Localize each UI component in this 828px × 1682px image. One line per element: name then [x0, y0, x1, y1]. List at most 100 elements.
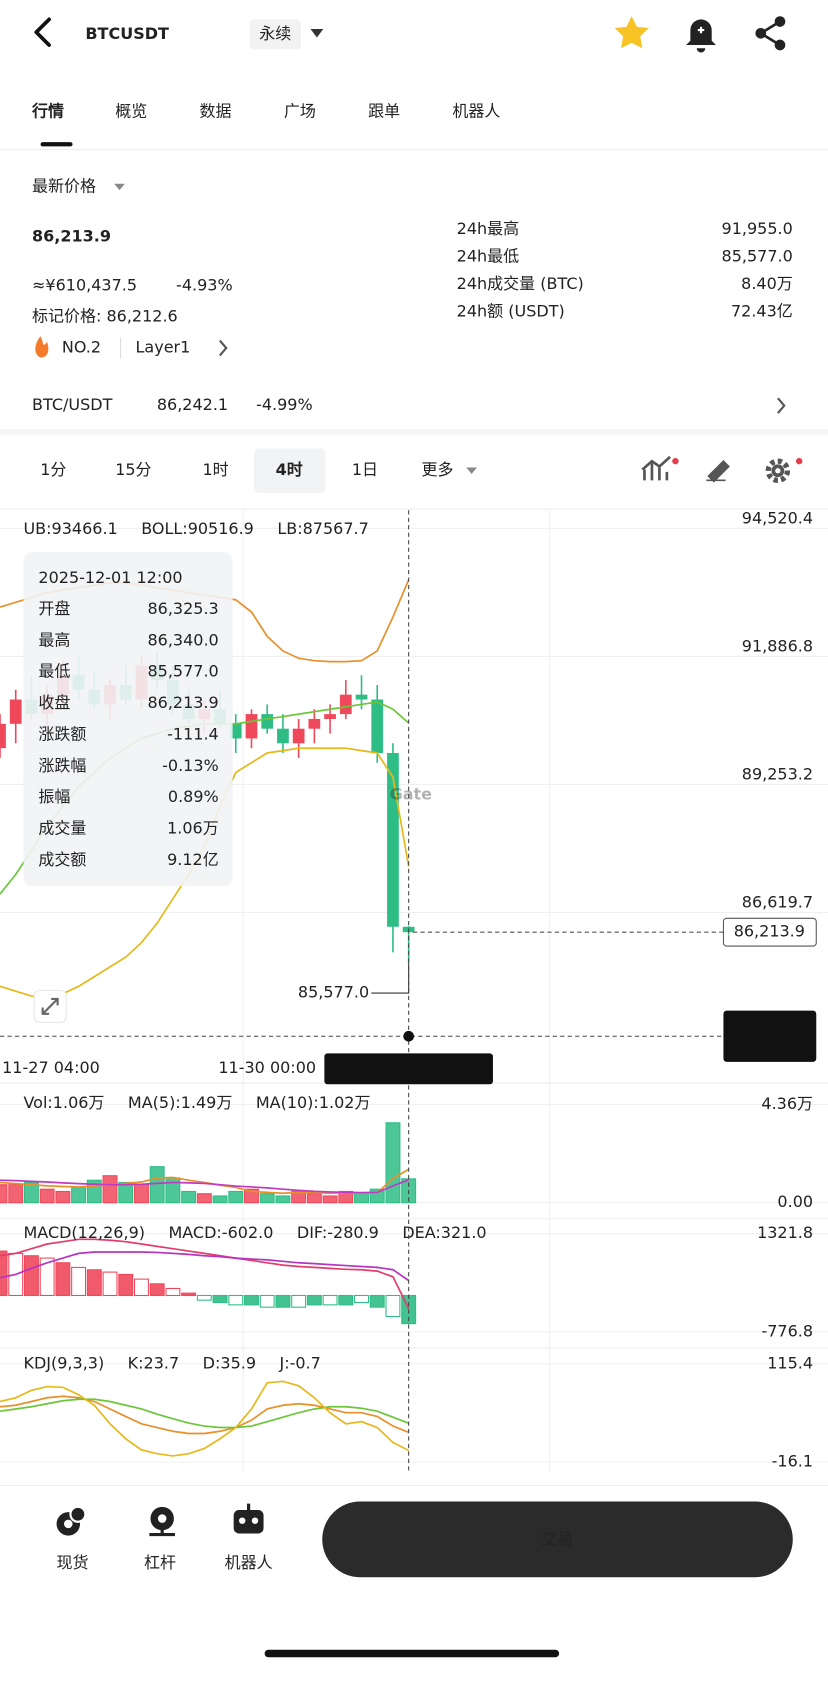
tab[interactable]: 数据 — [200, 102, 232, 121]
volume-bar — [275, 1195, 291, 1204]
candle-body — [339, 694, 352, 715]
favorite-star[interactable] — [614, 16, 649, 49]
more-dropdown[interactable] — [466, 467, 477, 474]
tooltip-value: 0.89% — [168, 787, 219, 806]
y-tick-label: 0.00 — [777, 1192, 813, 1211]
footer-action[interactable]: 机器人 — [225, 1553, 273, 1572]
contract-tag: 永续 — [259, 24, 291, 43]
tab[interactable]: 广场 — [284, 102, 316, 121]
y-tick-label: 89,253.2 — [742, 764, 813, 783]
volume-bar — [244, 1188, 259, 1204]
legend-entry: MACD(12,26,9) — [23, 1223, 145, 1242]
share-icon[interactable] — [755, 16, 786, 51]
legend-entry: MA(5):1.49万 — [128, 1093, 232, 1112]
indicator-icon[interactable] — [641, 455, 679, 481]
macd-bar — [23, 1255, 39, 1297]
volume-bar — [55, 1190, 71, 1204]
macd-bar — [338, 1294, 354, 1306]
tab[interactable]: 机器人 — [452, 102, 500, 121]
sector-chevron[interactable] — [218, 339, 228, 357]
macd-bar — [259, 1294, 275, 1308]
macd-bar — [228, 1294, 244, 1306]
tooltip-value: 9.12亿 — [167, 850, 219, 869]
alert-bell[interactable] — [686, 19, 716, 53]
last-price-box — [722, 917, 817, 947]
volume-bar — [8, 1184, 24, 1204]
legend-entry: LB:87567.7 — [277, 519, 368, 538]
tooltip-label: 最高 — [38, 630, 70, 649]
candle-body — [261, 714, 274, 729]
macd-bar — [102, 1271, 118, 1297]
back-button[interactable] — [34, 17, 51, 47]
macd-bar — [322, 1294, 338, 1306]
interval[interactable]: 1时 — [202, 460, 228, 479]
macd-bar — [306, 1294, 322, 1306]
spot-change: -4.99% — [256, 395, 313, 414]
spot-pair: BTC/USDT — [32, 395, 113, 414]
macd-bar — [55, 1262, 71, 1297]
tooltip-value: 85,577.0 — [147, 662, 218, 681]
price-dropdown[interactable] — [114, 183, 125, 191]
macd-bar — [86, 1269, 102, 1297]
interval[interactable]: 更多 — [421, 460, 453, 479]
legend-entry: UB:93466.1 — [23, 519, 117, 538]
tooltip-value: -111.4 — [167, 724, 219, 743]
macd-bar — [0, 1250, 8, 1297]
volume-bar — [102, 1175, 118, 1204]
macd-bar — [165, 1287, 181, 1297]
legend-entry: DEA:321.0 — [402, 1223, 486, 1242]
series-line — [0, 1178, 409, 1194]
home-indicator — [264, 1649, 560, 1658]
series-line — [0, 1168, 410, 1195]
sector[interactable]: Layer1 — [136, 338, 191, 357]
bot-icon[interactable] — [233, 1503, 264, 1534]
volume-bar — [385, 1122, 401, 1204]
tooltip-value: 86,213.9 — [147, 693, 218, 712]
macd-bar — [118, 1273, 134, 1297]
settings-icon[interactable] — [765, 457, 803, 484]
spot-icon[interactable] — [56, 1505, 87, 1536]
tab[interactable]: 行情 — [31, 102, 64, 121]
stat-label: 24h最高 — [457, 219, 520, 238]
macd-bar — [291, 1294, 307, 1308]
tab[interactable]: 跟单 — [368, 102, 400, 121]
symbol-dropdown[interactable] — [310, 29, 324, 38]
macd-bar — [133, 1278, 149, 1297]
series-line — [0, 1251, 410, 1282]
volume-bar — [39, 1188, 55, 1204]
tab[interactable]: 概览 — [115, 102, 147, 121]
candle-body — [9, 699, 22, 724]
legend-entry: Vol:1.06万 — [23, 1093, 104, 1112]
tooltip-time: 2025-12-01 12:00 — [38, 568, 182, 587]
cross-price-box — [723, 1010, 817, 1062]
footer-action[interactable]: 杠杆 — [144, 1553, 176, 1572]
volume-bar — [291, 1190, 307, 1204]
volume-bar — [71, 1186, 87, 1204]
mark-price: 标记价格: 86,212.6 — [32, 307, 178, 326]
interval[interactable]: 4时 — [276, 460, 303, 479]
footer-action[interactable]: 现货 — [57, 1553, 89, 1572]
spot-price: 86,242.1 — [157, 395, 228, 414]
x-tick-label: 11-30 00:00 — [218, 1058, 316, 1077]
x-tick-label: 11-27 04:00 — [2, 1058, 100, 1077]
rank: NO.2 — [62, 338, 101, 357]
price-cny: ≈¥610,437.5 — [32, 276, 137, 295]
stat-label: 24h成交量 (BTC) — [457, 274, 584, 293]
spot-chevron[interactable] — [777, 397, 786, 414]
trade-button[interactable] — [322, 1501, 793, 1578]
draw-icon[interactable] — [706, 460, 730, 483]
candle-body — [308, 718, 321, 729]
interval[interactable]: 15分 — [115, 460, 151, 479]
interval-active-bg — [253, 448, 326, 494]
interval[interactable]: 1日 — [352, 460, 378, 479]
min-pointer — [371, 963, 410, 994]
tooltip-label: 开盘 — [38, 599, 70, 618]
margin-icon[interactable] — [149, 1506, 175, 1537]
trade-button-label[interactable]: 交易 — [541, 1529, 573, 1548]
interval[interactable]: 1分 — [40, 460, 66, 479]
legend-entry: D:35.9 — [203, 1353, 256, 1372]
volume-bar — [149, 1166, 165, 1204]
stat-value: 72.43亿 — [731, 301, 793, 320]
candle-body — [229, 723, 242, 739]
